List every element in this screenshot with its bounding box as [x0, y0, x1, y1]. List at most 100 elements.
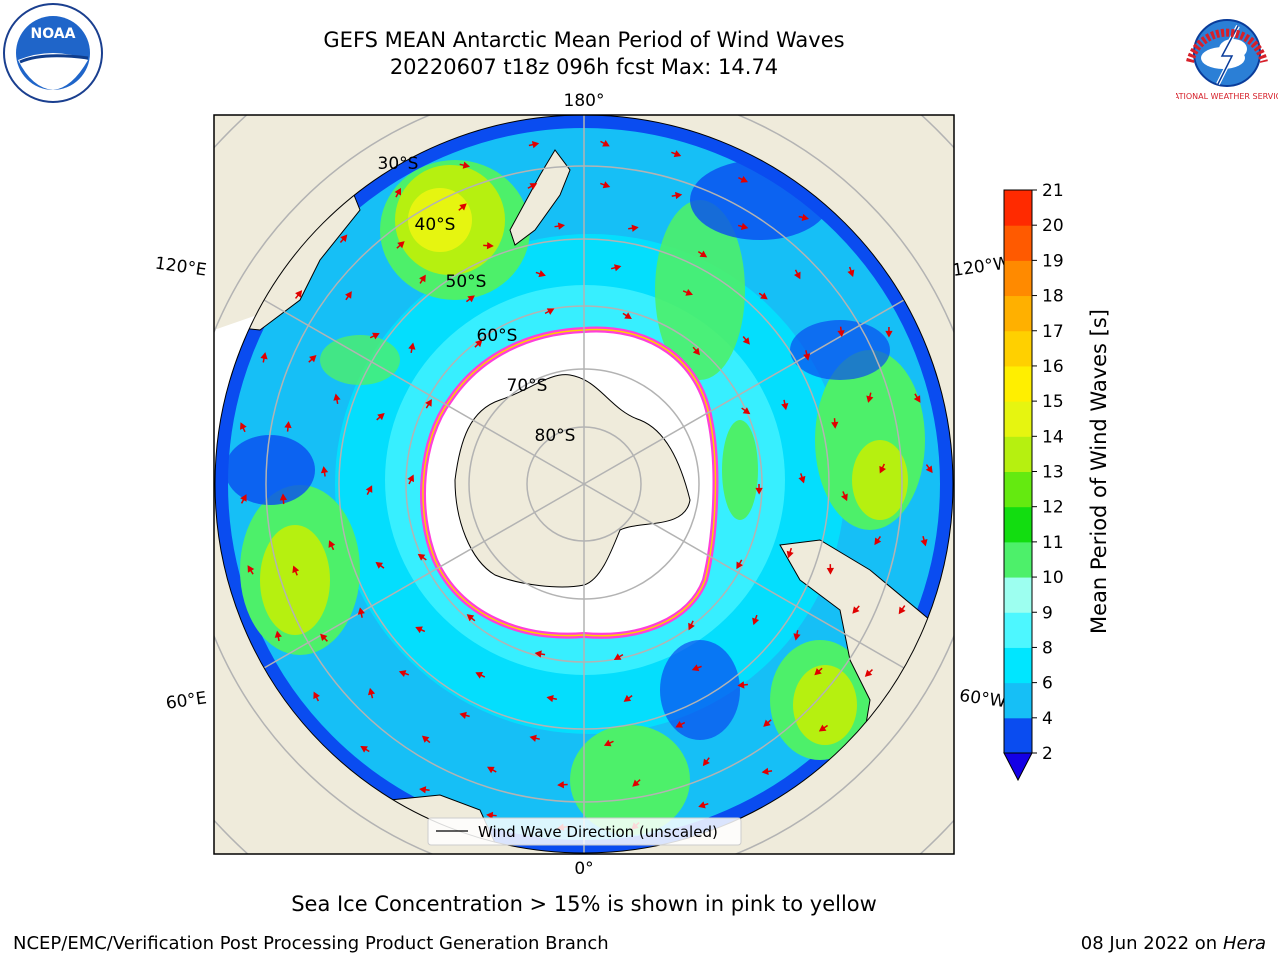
wind-arrow-head	[340, 234, 348, 242]
wind-arrow-head	[421, 735, 430, 743]
wind-arrow-head	[742, 337, 750, 345]
colorbar-tick-label: 10	[1042, 568, 1064, 588]
wind-arrow-head	[425, 399, 432, 407]
wind-arrow-head	[459, 203, 467, 211]
wind-arrow-head	[602, 140, 610, 147]
wind-arrow-head	[240, 494, 247, 502]
wind-arrow-head	[394, 187, 402, 196]
wind-arrow-head	[691, 664, 700, 672]
wind-arrow-head	[462, 161, 471, 169]
wind-arrow-head	[737, 681, 745, 689]
wind-arrow-head	[624, 312, 632, 320]
wind-arrow-head	[736, 561, 743, 570]
wind-arrow-head	[309, 354, 317, 363]
wind-arrow-head	[531, 141, 540, 149]
lat-label-70s: 70°S	[507, 376, 548, 396]
wind-arrow-head	[631, 224, 639, 232]
colorbar-segment	[1004, 471, 1032, 508]
wind-arrow-head	[742, 407, 751, 415]
colorbar-label: Mean Period of Wind Waves [s]	[1087, 309, 1111, 634]
wind-arrow-head	[486, 241, 494, 250]
wind-arrow-head	[459, 711, 467, 719]
wind-arrow-head	[487, 766, 495, 774]
wind-arrow-head	[313, 691, 320, 700]
lat-label-40s: 40°S	[415, 215, 456, 235]
wind-arrow-head	[786, 550, 794, 559]
map-legend: Wind Wave Direction (unscaled)	[427, 817, 742, 846]
wind-arrow-head	[831, 421, 839, 429]
wind-arrow-head	[613, 653, 622, 660]
wind-arrow-head	[372, 332, 380, 340]
wind-arrow-head	[328, 540, 336, 548]
colorbar-tick-label: 16	[1042, 357, 1064, 377]
wind-arrow-head	[885, 330, 893, 338]
wind-arrow-head	[675, 721, 683, 728]
wind-arrow-head	[320, 466, 329, 474]
wind-arrow-head	[685, 288, 693, 296]
nws-logo: NATIONAL WEATHER SERVICE	[1176, 5, 1278, 101]
wind-arrow-head	[602, 181, 611, 189]
lat-label-60s: 60°S	[477, 326, 518, 346]
wind-arrow-head	[847, 269, 855, 277]
nws-logo-text: NATIONAL WEATHER SERVICE	[1176, 92, 1278, 101]
colorbar-tick-label: 19	[1042, 251, 1064, 271]
wind-arrow-head	[632, 779, 640, 787]
colorbar-segment	[1004, 295, 1032, 332]
wind-arrow-head	[803, 353, 811, 361]
lon-label-120e: 120°E	[154, 254, 208, 281]
wind-arrow-head	[529, 183, 538, 190]
wind-arrow-head	[874, 537, 882, 546]
colorbar-tick-label: 11	[1042, 533, 1064, 553]
machine-name: Hera	[1222, 933, 1266, 954]
wind-arrow-head	[419, 274, 426, 283]
wind-arrow-head	[866, 395, 874, 403]
colorbar-tick-label: 2	[1042, 744, 1053, 764]
wind-arrow-head	[614, 264, 622, 272]
wind-arrow-head	[274, 630, 282, 638]
wind-arrow-head	[755, 487, 763, 495]
wind-arrow-head	[295, 290, 303, 298]
wind-arrow-head	[688, 622, 695, 631]
colorbar-segment	[1004, 436, 1032, 472]
wind-arrow-head	[698, 801, 706, 809]
colorbar-tick-label: 13	[1042, 463, 1064, 483]
wind-arrow-head	[699, 250, 708, 258]
wind-arrow-head	[284, 421, 292, 429]
wind-arrow-head	[752, 617, 760, 626]
colorbar-segment	[1004, 647, 1032, 684]
colorbar-segment	[1004, 541, 1032, 578]
wind-arrow-head	[920, 538, 928, 547]
wind-arrow-head	[475, 672, 484, 679]
colorbar-segment	[1004, 330, 1032, 367]
wind-arrow-head	[841, 493, 848, 502]
colorbar-tick-label: 15	[1042, 392, 1064, 412]
colorbar-segment	[1004, 612, 1032, 648]
wind-arrow-head	[529, 734, 537, 742]
wind-arrow-head	[538, 270, 546, 278]
colorbar-tick-label: 9	[1042, 603, 1053, 623]
wind-arrow-head	[398, 670, 407, 678]
wind-arrow-head	[260, 352, 268, 360]
colorbar-tick-label: 8	[1042, 638, 1053, 658]
wind-arrow-head	[333, 393, 341, 401]
wind-arrow-head	[534, 650, 542, 658]
wind-arrow-head	[761, 767, 769, 776]
credit-text: NCEP/EMC/Verification Post Processing Pr…	[13, 933, 609, 954]
wind-arrow-head	[546, 308, 555, 315]
colorbar-tick-label: 6	[1042, 674, 1053, 694]
wind-arrow-head	[279, 493, 288, 501]
wind-arrow-head	[397, 241, 405, 249]
wind-arrow-head	[798, 475, 806, 484]
colorbar-tick-label: 4	[1042, 709, 1053, 729]
wind-arrow-head	[702, 758, 710, 767]
colorbar-segment	[1004, 190, 1032, 226]
noaa-logo-text: NOAA	[31, 26, 76, 42]
lat-label-80s: 80°S	[535, 426, 576, 446]
wind-arrow-head	[675, 191, 683, 200]
wind-arrow-head	[360, 745, 368, 753]
wind-arrow-head	[794, 271, 801, 280]
colorbar-tick-label: 21	[1042, 181, 1064, 201]
colorbar-tick-label: 12	[1042, 498, 1064, 518]
wind-arrow-head	[320, 633, 328, 642]
